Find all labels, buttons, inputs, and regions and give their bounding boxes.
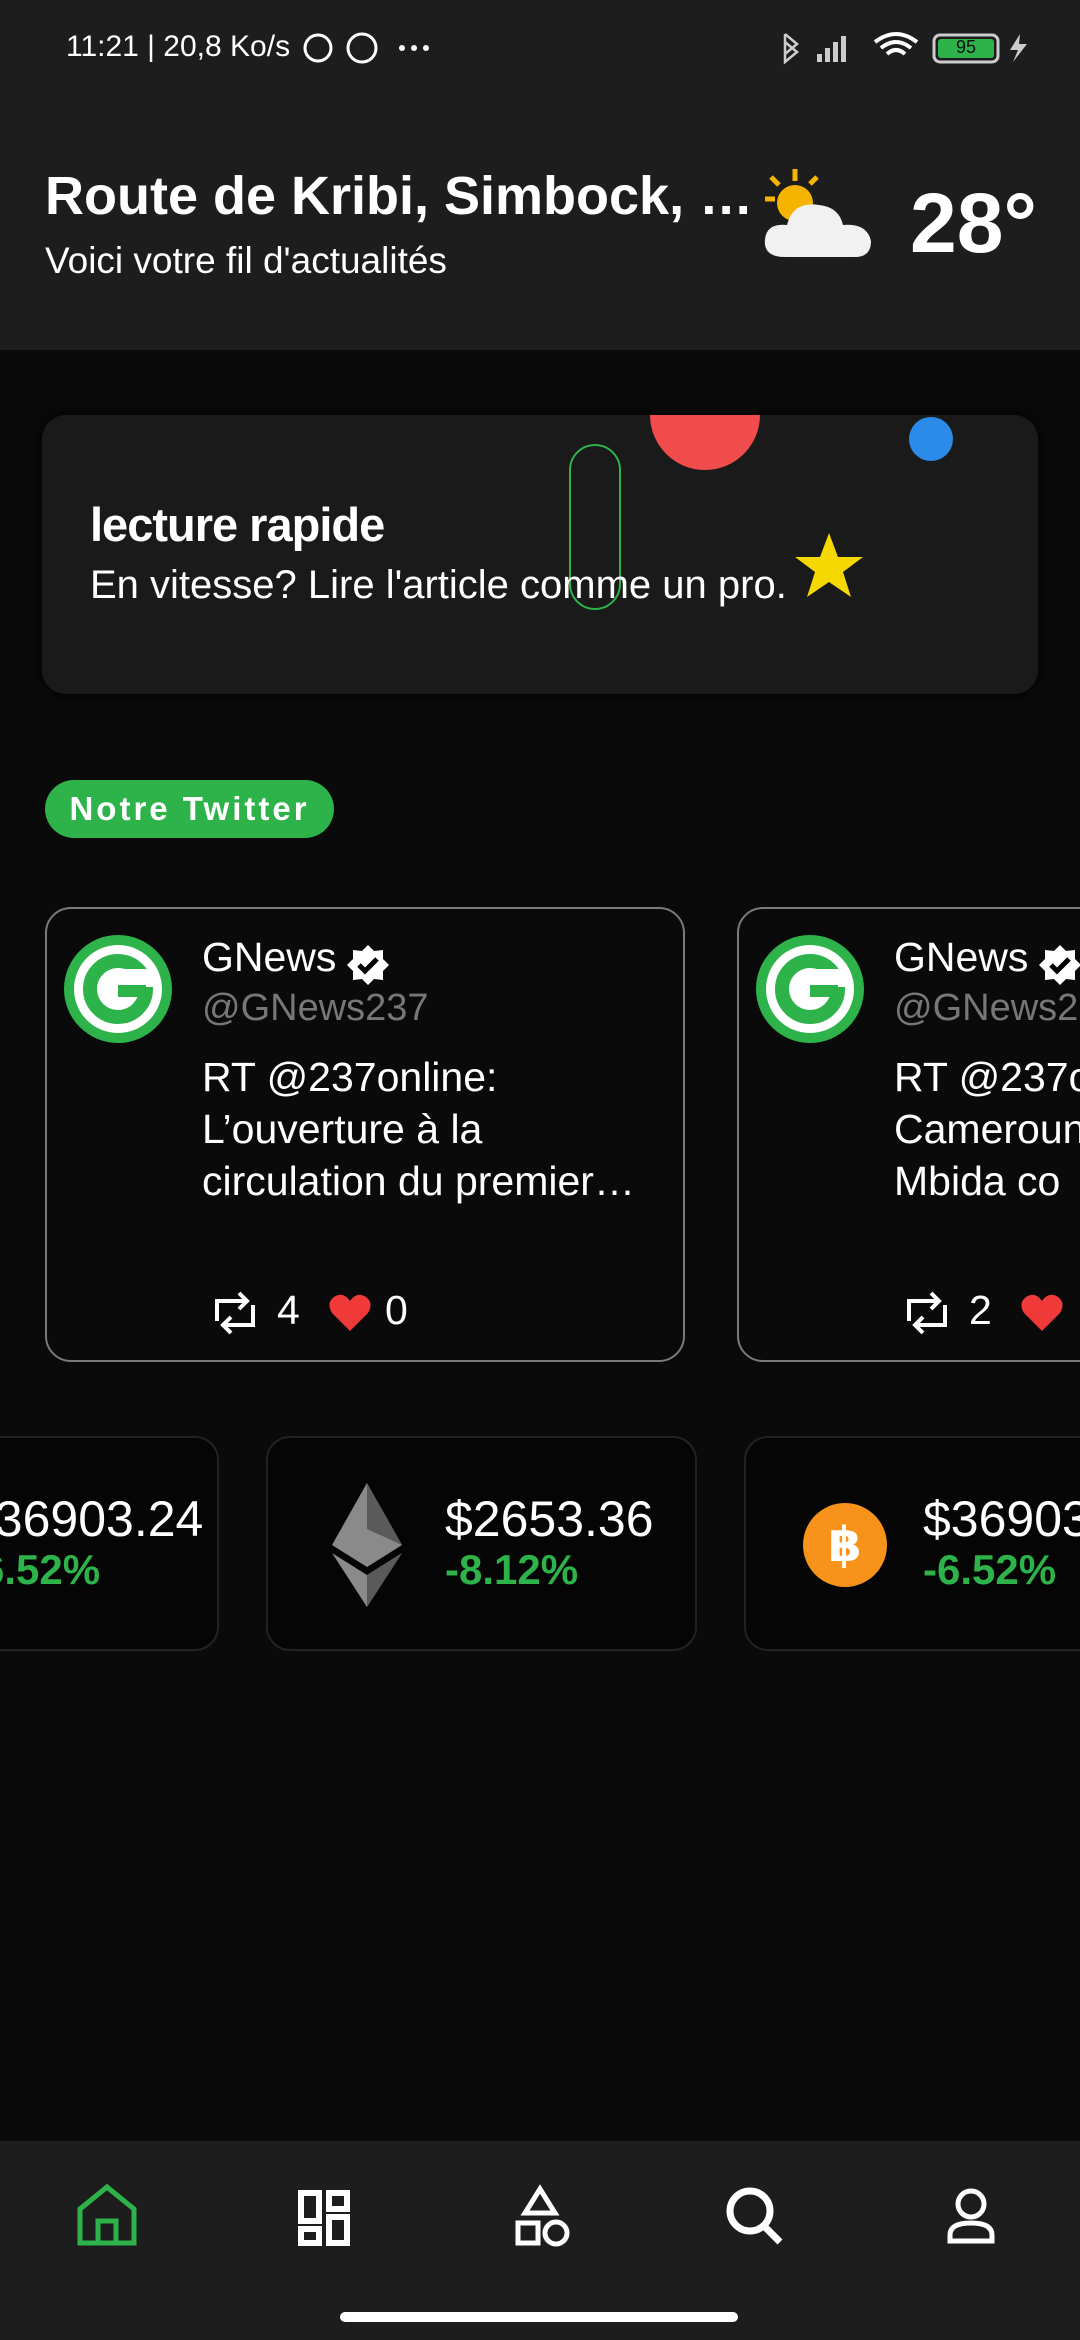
tweet-card[interactable]: GNews @GNews237 RT @237o Cameroun Mbida co 2 — [737, 907, 1080, 1362]
weather-icon — [764, 169, 871, 257]
like-count: 0 — [385, 1287, 408, 1333]
crypto-card[interactable]: ฿$36903.24-6.52% — [0, 1436, 219, 1651]
tweet-text: circulation du premier… — [202, 1158, 635, 1204]
heart-icon — [329, 1294, 371, 1331]
home-indicator — [340, 2312, 738, 2322]
nav-profile[interactable] — [947, 2188, 995, 2244]
tweet-text: RT @237online: — [202, 1054, 498, 1100]
avatar — [64, 935, 172, 1043]
crypto-change: -6.52% — [0, 1546, 101, 1593]
heart-icon — [1021, 1294, 1063, 1331]
tweet-author: GNews — [894, 934, 1029, 980]
retweet-count: 2 — [969, 1287, 992, 1333]
crypto-price: $36903.24 — [0, 1491, 204, 1547]
retweet-count: 4 — [277, 1287, 300, 1333]
quick-read-title: lecture rapide — [90, 498, 385, 551]
crypto-change: -8.12% — [445, 1546, 579, 1593]
status-right-icons: 95 — [783, 32, 1027, 65]
nav-icons — [77, 2183, 995, 2322]
avatar — [756, 935, 864, 1043]
nav-home[interactable] — [77, 2183, 137, 2246]
svg-text:฿: ฿ — [828, 1517, 861, 1573]
nav-search[interactable] — [726, 2187, 783, 2245]
nav-explore[interactable] — [515, 2184, 570, 2247]
status-icons — [303, 32, 429, 64]
section-badge: Notre Twitter — [45, 780, 334, 838]
tweet-author: GNews — [202, 934, 337, 980]
retweet-icon — [907, 1291, 947, 1335]
temperature: 28° — [910, 176, 1038, 270]
crypto-price: $36903.24 — [923, 1491, 1080, 1547]
retweet-icon — [215, 1291, 255, 1335]
subtitle: Voici votre fil d'actualités — [45, 240, 447, 281]
quick-read-card[interactable]: lecture rapide En vitesse? Lire l'articl… — [42, 415, 1038, 694]
tweet-text: RT @237o — [894, 1054, 1080, 1100]
quick-read-subtitle: En vitesse? Lire l'article comme un pro. — [90, 563, 787, 607]
header: 11:21 | 20,8 Ko/s 95 Route de Kribi, Sim… — [0, 0, 1080, 350]
tweet-text: Mbida co — [894, 1158, 1061, 1204]
decorations — [569, 415, 953, 610]
tweet-text: Cameroun — [894, 1106, 1080, 1152]
tweet-text: L’ouverture à la — [202, 1106, 483, 1152]
tweet-handle: @GNews237 — [202, 987, 429, 1029]
tweet-card[interactable]: GNews @GNews237 RT @237online: L’ouverture … — [45, 907, 685, 1362]
battery-level: 95 — [956, 37, 976, 57]
tweet-handle: @GNews237 — [894, 987, 1080, 1029]
location: Route de Kribi, Simbock, … — [45, 166, 754, 226]
coin-icon: ฿ — [803, 1503, 887, 1587]
crypto-change: -6.52% — [923, 1546, 1057, 1593]
coin-icon — [332, 1483, 402, 1607]
status-time: 11:21 | 20,8 Ko/s — [66, 30, 291, 63]
verified-badge — [1039, 945, 1080, 985]
crypto-card[interactable]: ฿ $36903.24-6.52% — [744, 1436, 1080, 1651]
verified-badge — [347, 945, 389, 985]
bottom-nav — [0, 2141, 1080, 2340]
crypto-card[interactable]: $2653.36 -8.12% — [266, 1436, 697, 1651]
crypto-price: $2653.36 — [445, 1491, 654, 1547]
nav-categories[interactable] — [298, 2190, 350, 2246]
